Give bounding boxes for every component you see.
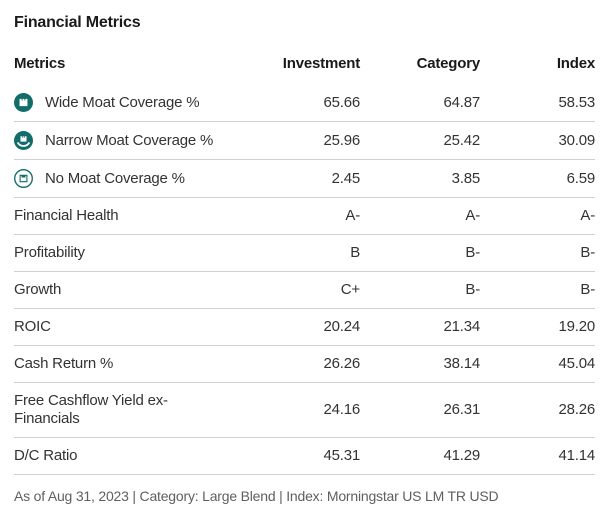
metric-cell: ROIC bbox=[14, 308, 260, 347]
table-row-roic: ROIC 20.24 21.34 19.20 bbox=[14, 308, 595, 347]
page-title: Financial Metrics bbox=[14, 14, 141, 31]
category-value: 21.34 bbox=[360, 308, 480, 347]
metric-label: Profitability bbox=[14, 244, 85, 262]
index-value: 58.53 bbox=[480, 84, 595, 122]
index-value: 45.04 bbox=[480, 345, 595, 384]
column-header-investment: Investment bbox=[282, 55, 360, 72]
table-row-growth: Growth C+ B- B- bbox=[14, 271, 595, 310]
column-header-metrics: Metrics bbox=[14, 55, 66, 72]
category-value: B- bbox=[360, 234, 480, 273]
category-value: 41.29 bbox=[360, 437, 480, 476]
metric-label: Cash Return % bbox=[14, 355, 114, 373]
metric-cell: Growth bbox=[14, 271, 260, 310]
table-row-narrow-moat: Narrow Moat Coverage % 25.96 25.42 30.09 bbox=[14, 121, 595, 160]
metric-label: Free Cashflow Yield ex- Financials bbox=[14, 392, 168, 428]
investment-value: 25.96 bbox=[260, 121, 360, 160]
metric-label: Wide Moat Coverage % bbox=[44, 93, 200, 111]
metric-cell: Cash Return % bbox=[14, 345, 260, 384]
table-header-row: Metrics Investment Category Index bbox=[14, 55, 595, 84]
no-moat-icon bbox=[14, 169, 33, 188]
narrow-moat-icon bbox=[14, 131, 33, 150]
as-of-footnote: As of Aug 31, 2023 | Category: Large Ble… bbox=[14, 488, 499, 505]
metric-label: Growth bbox=[14, 281, 62, 299]
index-value: 6.59 bbox=[480, 159, 595, 198]
table-row-cash-return: Cash Return % 26.26 38.14 45.04 bbox=[14, 345, 595, 384]
table-row-profitability: Profitability B B- B- bbox=[14, 234, 595, 273]
table-row-dc-ratio: D/C Ratio 45.31 41.29 41.14 bbox=[14, 437, 595, 476]
wide-moat-icon bbox=[14, 93, 33, 112]
investment-value: 20.24 bbox=[260, 308, 360, 347]
investment-value: C+ bbox=[260, 271, 360, 310]
index-value: 30.09 bbox=[480, 121, 595, 160]
index-value: 19.20 bbox=[480, 308, 595, 347]
metric-label: Financial Health bbox=[14, 207, 119, 225]
index-value: B- bbox=[480, 271, 595, 310]
category-value: 25.42 bbox=[360, 121, 480, 160]
metric-label: D/C Ratio bbox=[14, 447, 78, 465]
metric-cell: Financial Health bbox=[14, 197, 260, 236]
metric-label: Narrow Moat Coverage % bbox=[44, 131, 214, 149]
financial-metrics-table: Metrics Investment Category Index Wide M… bbox=[14, 55, 595, 476]
category-value: 64.87 bbox=[360, 84, 480, 122]
category-value: 26.31 bbox=[360, 382, 480, 439]
index-value: 41.14 bbox=[480, 437, 595, 476]
metric-cell: D/C Ratio bbox=[14, 437, 260, 476]
column-header-category: Category bbox=[416, 55, 481, 72]
metric-cell: Free Cashflow Yield ex- Financials bbox=[14, 382, 260, 439]
column-header-index: Index bbox=[556, 55, 595, 72]
category-value: A- bbox=[360, 197, 480, 236]
investment-value: 45.31 bbox=[260, 437, 360, 476]
category-value: 38.14 bbox=[360, 345, 480, 384]
metric-label: No Moat Coverage % bbox=[44, 169, 185, 187]
category-value: B- bbox=[360, 271, 480, 310]
metric-cell: No Moat Coverage % bbox=[14, 159, 260, 198]
investment-value: 65.66 bbox=[260, 84, 360, 122]
table-row-free-cashflow-yield: Free Cashflow Yield ex- Financials 24.16… bbox=[14, 382, 595, 439]
investment-value: B bbox=[260, 234, 360, 273]
table-row-financial-health: Financial Health A- A- A- bbox=[14, 197, 595, 236]
index-value: B- bbox=[480, 234, 595, 273]
metric-cell: Narrow Moat Coverage % bbox=[14, 121, 260, 160]
metric-cell: Wide Moat Coverage % bbox=[14, 84, 260, 122]
investment-value: A- bbox=[260, 197, 360, 236]
investment-value: 26.26 bbox=[260, 345, 360, 384]
metric-cell: Profitability bbox=[14, 234, 260, 273]
investment-value: 2.45 bbox=[260, 159, 360, 198]
metric-label: ROIC bbox=[14, 318, 51, 336]
table-row-wide-moat: Wide Moat Coverage % 65.66 64.87 58.53 bbox=[14, 84, 595, 122]
index-value: 28.26 bbox=[480, 382, 595, 439]
index-value: A- bbox=[480, 197, 595, 236]
table-row-no-moat: No Moat Coverage % 2.45 3.85 6.59 bbox=[14, 159, 595, 198]
investment-value: 24.16 bbox=[260, 382, 360, 439]
financial-metrics-panel: Financial Metrics Metrics Investment Cat… bbox=[14, 14, 595, 505]
category-value: 3.85 bbox=[360, 159, 480, 198]
